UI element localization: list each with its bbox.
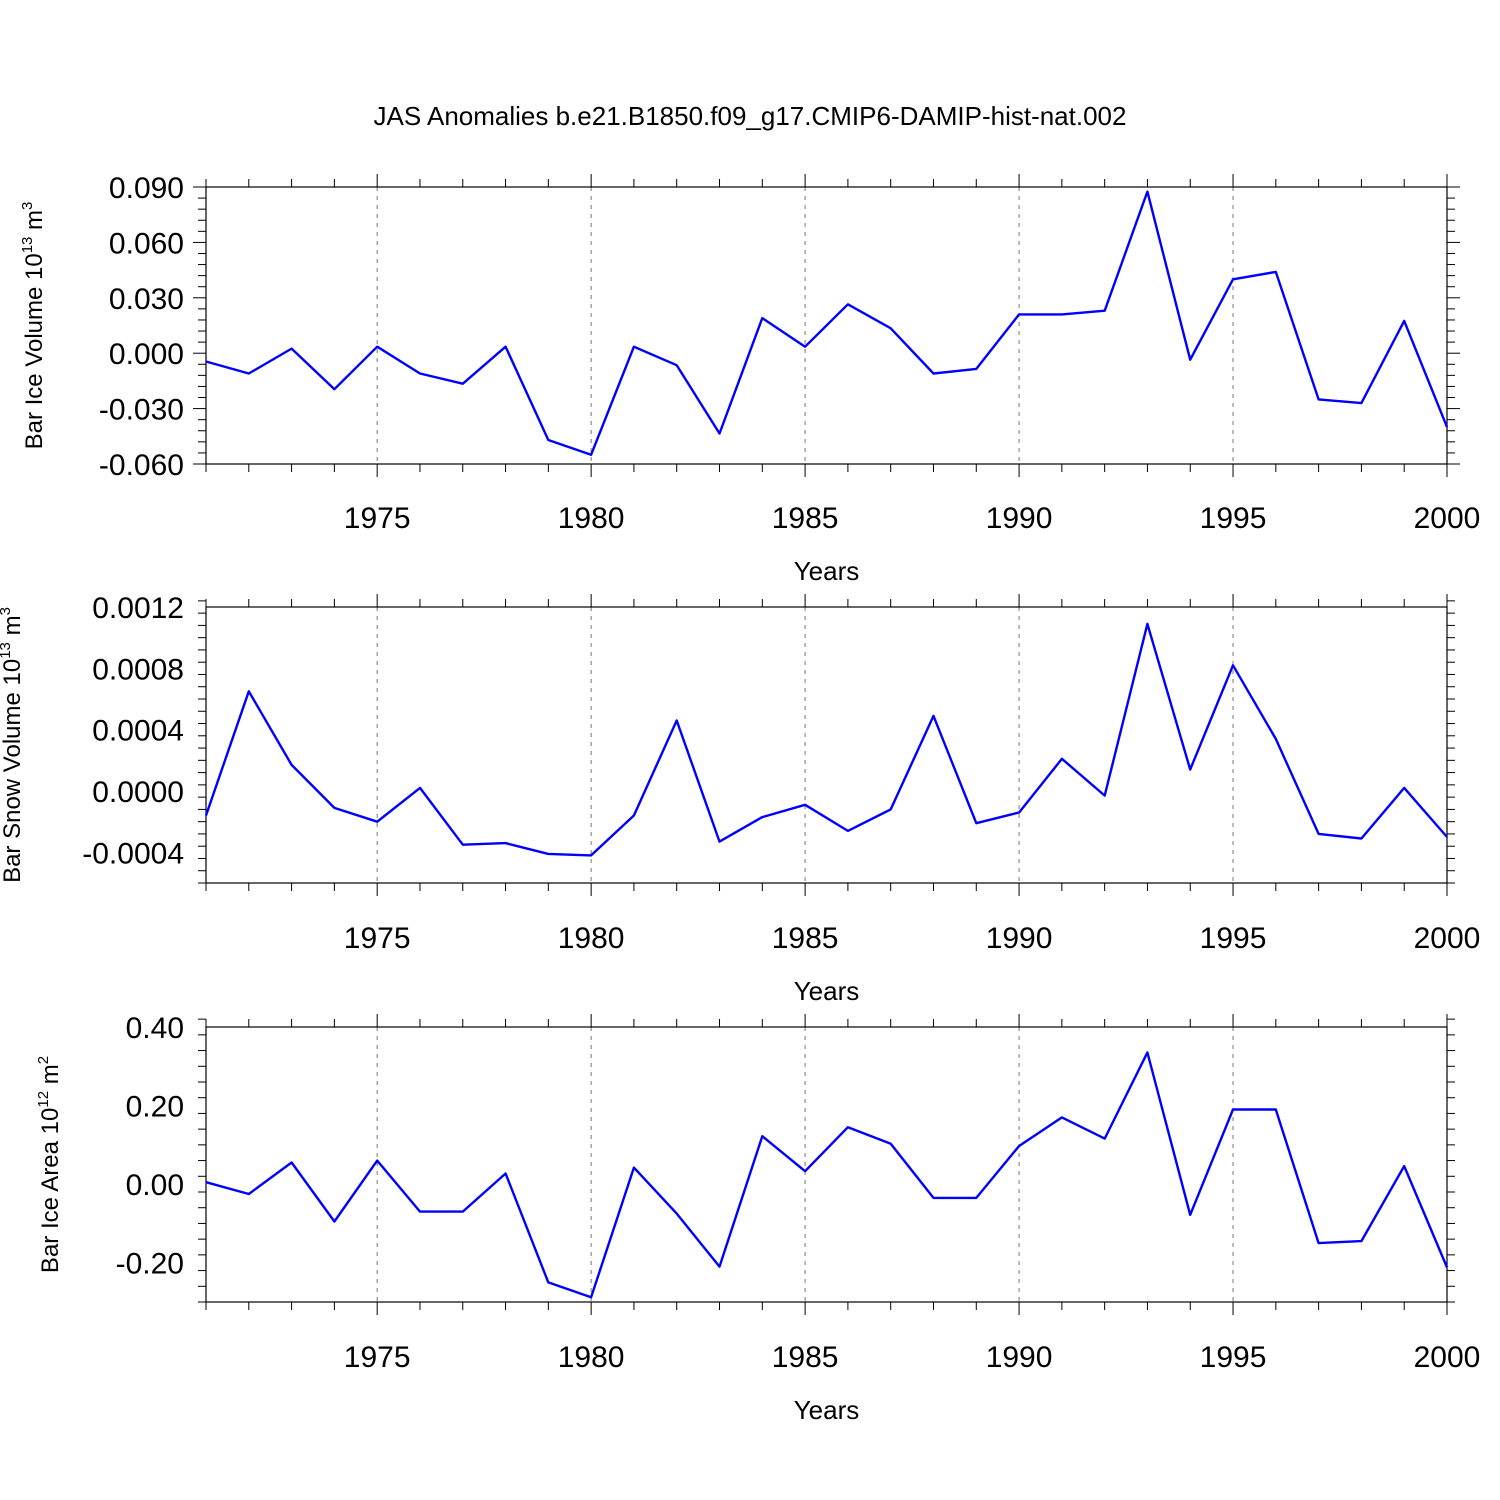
x-tick-label: 1985 — [772, 502, 839, 535]
y-tick-label: -0.20 — [116, 1248, 184, 1281]
y-tick-label: 0.0012 — [92, 592, 184, 625]
y-axis-label: Bar Ice Volume 1013 m3 — [19, 202, 48, 450]
x-tick-label: 1980 — [558, 502, 625, 535]
x-tick-label: 2000 — [1414, 1341, 1481, 1374]
y-axis-label: Bar Ice Area 1012 m2 — [35, 1056, 64, 1273]
x-axis-label: Years — [794, 976, 860, 1006]
x-tick-label: 1990 — [986, 1341, 1053, 1374]
y-tick-label: 0.030 — [109, 283, 184, 316]
x-tick-label: 1975 — [344, 502, 411, 535]
plot-frame — [205, 606, 1448, 884]
figure-title: JAS Anomalies b.e21.B1850.f09_g17.CMIP6-… — [374, 101, 1127, 131]
x-tick-label: 1995 — [1200, 1341, 1267, 1374]
x-tick-label: 1985 — [772, 922, 839, 955]
series-line — [204, 622, 1448, 857]
x-tick-label: 1980 — [558, 1341, 625, 1374]
y-tick-label: 0.0004 — [92, 715, 184, 748]
y-tick-label: -0.060 — [99, 449, 184, 482]
x-tick-label: 1995 — [1200, 502, 1267, 535]
x-tick-label: 1975 — [344, 1341, 411, 1374]
x-axis-label: Years — [794, 1395, 860, 1425]
y-axis-label: Bar Snow Volume 1013 m3 — [0, 607, 26, 883]
x-tick-label: 1990 — [986, 502, 1053, 535]
series-line — [205, 1051, 1449, 1299]
x-axis-label: Years — [794, 556, 860, 586]
y-tick-label: 0.40 — [126, 1012, 184, 1045]
plot-frame — [205, 186, 1448, 465]
x-tick-label: 1975 — [344, 922, 411, 955]
x-tick-label: 1985 — [772, 1341, 839, 1374]
series-line — [205, 190, 1449, 456]
y-tick-label: 0.060 — [109, 227, 184, 260]
plot-frame — [205, 1026, 1448, 1303]
y-tick-label: -0.0004 — [82, 837, 184, 870]
y-tick-label: -0.030 — [99, 394, 184, 427]
y-tick-label: 0.20 — [126, 1091, 184, 1124]
y-tick-label: 0.0008 — [92, 653, 184, 686]
y-tick-label: 0.000 — [109, 338, 184, 371]
x-tick-label: 2000 — [1414, 922, 1481, 955]
y-tick-label: 0.090 — [109, 172, 184, 205]
y-tick-label: 0.00 — [126, 1169, 184, 1202]
x-tick-label: 1995 — [1200, 922, 1267, 955]
x-tick-label: 1990 — [986, 922, 1053, 955]
x-tick-label: 2000 — [1414, 502, 1481, 535]
y-tick-label: 0.0000 — [92, 776, 184, 809]
x-tick-label: 1980 — [558, 922, 625, 955]
